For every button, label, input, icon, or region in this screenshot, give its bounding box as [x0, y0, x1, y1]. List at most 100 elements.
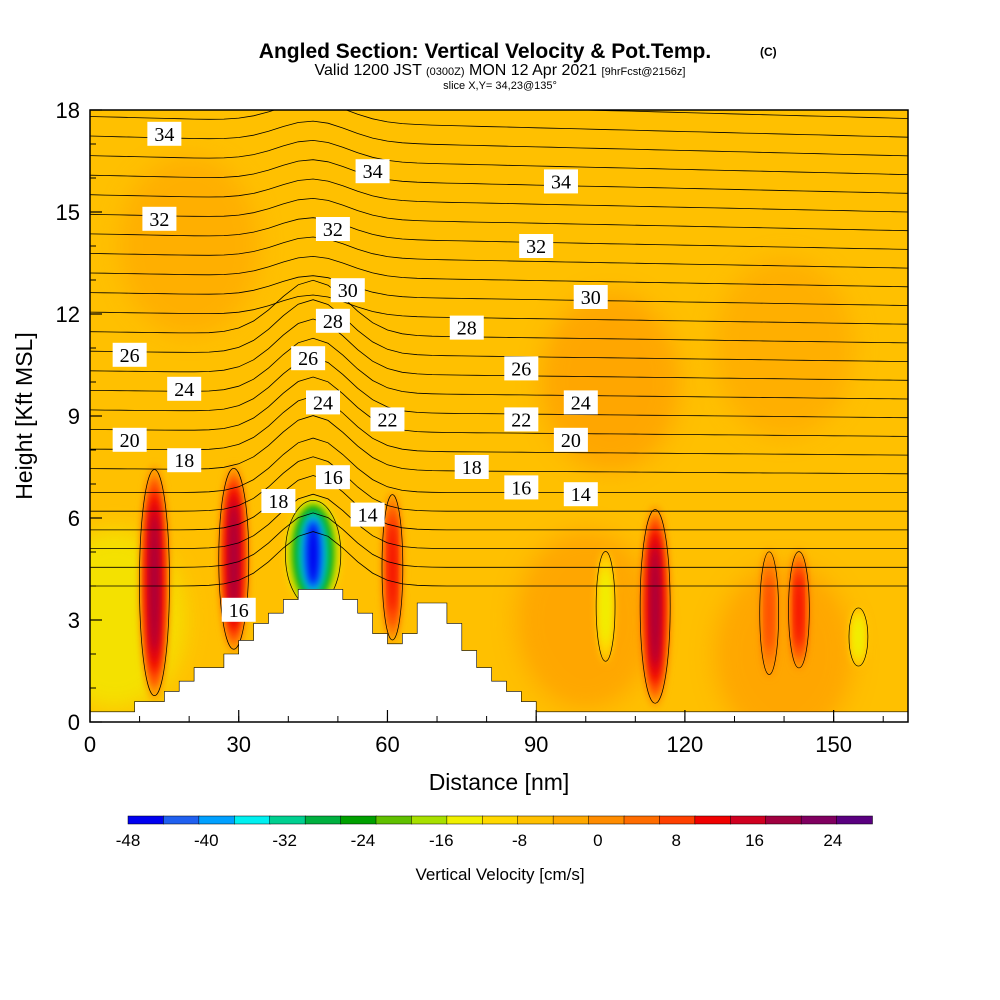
isentrope-line-14 — [90, 294, 908, 325]
isentrope-line-23 — [90, 120, 908, 157]
colorbar-swatch-15 — [659, 815, 696, 825]
y-tick-label-4: 12 — [56, 302, 80, 327]
colorbar-swatch-6 — [340, 815, 377, 825]
isentrope-label-15: 24 — [563, 390, 598, 415]
subtitle-valid: Valid 1200 JST (0300Z) MON 12 Apr 2021 [… — [315, 62, 686, 79]
colorbar-swatch-20 — [836, 815, 873, 825]
isentrope-label-25: 16 — [221, 597, 256, 622]
isentrope-label-text-21: 18 — [462, 457, 482, 479]
colorbar-swatch-11 — [517, 815, 554, 825]
colorbar-tick-label-1: -40 — [194, 831, 219, 850]
isentrope-label-1: 34 — [355, 159, 390, 184]
downdraft-core-1 — [595, 549, 616, 664]
isentrope-label-5: 32 — [519, 234, 554, 258]
isentrope-lines — [90, 110, 908, 587]
isentrope-label-text-0: 34 — [154, 124, 174, 146]
colorbar-tick-label-2: -32 — [272, 831, 297, 850]
velocity-field — [90, 156, 869, 722]
colorbar-swatch-9 — [446, 815, 484, 825]
x-tick-label-4: 120 — [667, 732, 704, 757]
background-patch-1 — [515, 530, 656, 710]
background-patch-4 — [119, 156, 260, 336]
isentrope-label-2: 34 — [543, 169, 578, 194]
subtitle-forecast: [9hrFcst@2156z] — [602, 66, 686, 78]
isentrope-line-25 — [569, 110, 908, 119]
isentrope-line-2 — [90, 493, 908, 549]
updraft-core-3-band-4 — [651, 548, 659, 665]
terrain — [90, 589, 908, 722]
isentrope-label-text-19: 20 — [561, 430, 581, 452]
isentrope-label-16: 22 — [370, 407, 405, 432]
isentrope-label-3: 32 — [142, 206, 177, 231]
isentrope-label-text-12: 26 — [511, 358, 531, 380]
y-axis-label: Height [Kft MSL] — [11, 332, 37, 499]
isentrope-label-19: 20 — [553, 427, 588, 452]
colorbar-swatch-3 — [234, 815, 271, 825]
isentrope-line-21 — [90, 159, 908, 194]
updraft-core-1-band-4 — [230, 504, 238, 614]
isentrope-line-11 — [90, 318, 908, 381]
isentrope-line-5 — [90, 437, 908, 493]
isentrope-line-4 — [90, 456, 908, 512]
updraft-core-4-band-4 — [766, 576, 773, 651]
isentrope-label-8: 28 — [315, 308, 350, 333]
isentrope-label-text-16: 22 — [377, 409, 397, 431]
isentrope-line-22 — [90, 139, 908, 175]
subtitle-utc: (0300Z) — [426, 66, 465, 78]
colorbar-swatch-12 — [552, 815, 590, 825]
colorbar-swatch-16 — [694, 815, 732, 825]
x-tick-label-2: 60 — [375, 732, 399, 757]
downdraft-core-2-outline — [848, 607, 869, 667]
colorbar-tick-label-4: -16 — [429, 831, 454, 850]
colorbar-swatch-14 — [623, 815, 661, 825]
isentrope-label-24: 16 — [504, 475, 539, 500]
colorbar-tick-label-5: -8 — [512, 831, 527, 850]
updraft-core-5-outline — [788, 551, 810, 669]
colorbar-swatch-4 — [269, 815, 306, 825]
isentrope-label-text-3: 32 — [149, 209, 169, 231]
isentrope-label-20: 18 — [167, 448, 202, 473]
colorbar-swatch-8 — [411, 815, 448, 825]
colorbar-swatch-10 — [482, 815, 519, 825]
colorbar-swatch-13 — [588, 815, 625, 825]
isentrope-line-12 — [90, 299, 908, 362]
colorbar-swatch-18 — [765, 815, 802, 825]
downdraft-core-0 — [285, 498, 342, 609]
downdraft-core-2 — [848, 606, 869, 668]
isentrope-label-22: 18 — [261, 489, 296, 513]
isentrope-label-text-10: 26 — [120, 345, 140, 367]
y-tick-label-3: 9 — [68, 404, 80, 429]
isentrope-label-text-25: 16 — [229, 600, 249, 622]
isentrope-line-0 — [90, 531, 908, 587]
isentrope-label-text-6: 30 — [338, 280, 358, 302]
colorbar-tick-label-8: 16 — [745, 831, 764, 850]
isentrope-label-text-22: 18 — [268, 491, 288, 513]
colorbar-tick-label-9: 24 — [823, 831, 842, 850]
isentrope-label-text-2: 34 — [551, 171, 571, 193]
updraft-core-2-band-4 — [389, 523, 396, 611]
x-tick-label-1: 30 — [226, 732, 250, 757]
isentrope-label-text-4: 32 — [323, 219, 343, 241]
y-tick-label-1: 3 — [68, 608, 80, 633]
colorbar-tick-label-0: -48 — [116, 831, 141, 850]
isentrope-line-20 — [90, 178, 908, 213]
colorbar-label: Vertical Velocity [cm/s] — [415, 865, 584, 884]
isentrope-label-text-23: 16 — [323, 467, 343, 489]
colorbar-swatch-7 — [375, 815, 413, 825]
isentrope-label-11: 26 — [291, 346, 326, 371]
x-tick-label-5: 150 — [815, 732, 852, 757]
isentrope-label-text-17: 22 — [511, 409, 531, 431]
updraft-core-2-outline — [381, 494, 404, 641]
isentrope-label-27: 14 — [563, 482, 598, 507]
isentrope-label-17: 22 — [504, 407, 539, 432]
colorbar-swatch-19 — [800, 815, 838, 825]
isentrope-line-18 — [90, 217, 908, 250]
colorbar-tick-label-6: 0 — [593, 831, 602, 850]
isentrope-line-1 — [90, 512, 908, 568]
y-tick-label-5: 15 — [56, 200, 80, 225]
colorbar-swatch-17 — [730, 815, 767, 825]
isentrope-label-13: 24 — [167, 376, 202, 401]
isentrope-label-10: 26 — [112, 342, 147, 367]
